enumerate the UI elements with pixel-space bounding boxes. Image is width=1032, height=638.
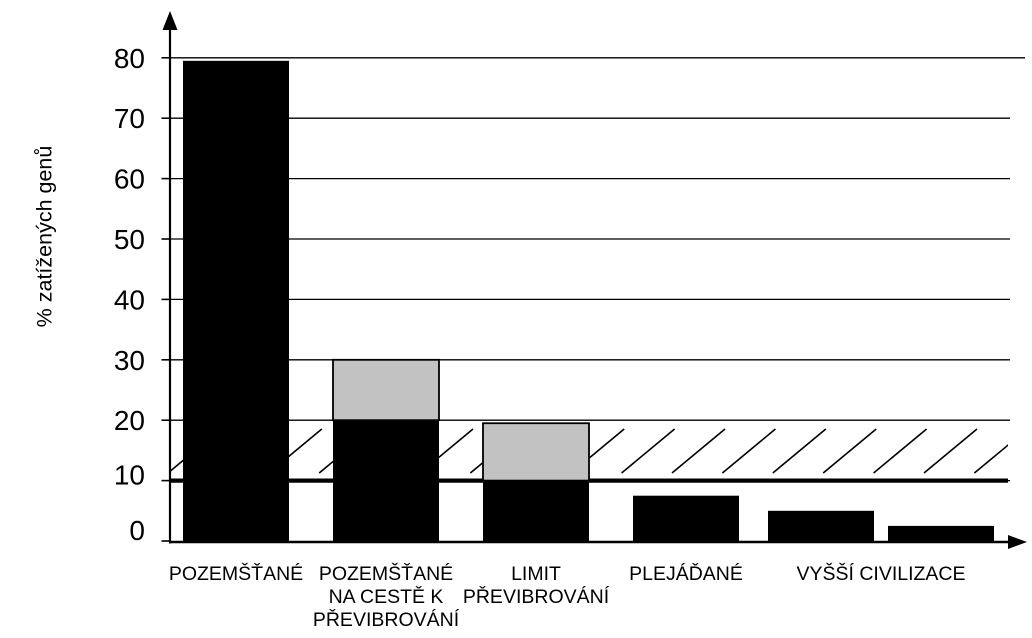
hatch-segment [671,428,726,474]
bar-base-segment [768,510,874,541]
hatch-segment [873,428,928,474]
hatch-segment [772,428,827,474]
y-tick-label: 20 [114,405,145,436]
bar-base-segment [183,60,289,541]
y-tick-label: 50 [114,224,145,255]
y-tick-label: 40 [114,284,145,315]
x-axis-arrowhead [1008,535,1027,549]
category-label: POZEMŠŤANÉ [169,562,303,585]
bar-top-segment [332,358,440,422]
bar-base-segment [333,420,439,541]
category-label: POZEMŠŤANÉ NA CESTĚ K PŘEVIBROVÁNÍ [313,562,460,631]
category-label: LIMIT PŘEVIBROVÁNÍ [463,563,610,608]
bar-base-segment [633,495,739,541]
y-tick-label: 80 [114,43,145,74]
bar-top-segment [482,422,590,482]
y-tick-label: 70 [114,103,145,134]
category-label: PLEJÁĎANÉ [629,562,743,585]
hatch-segment [973,444,1008,474]
hatch-segment [621,428,676,474]
y-tick-label: 60 [114,164,145,195]
bar-base-segment [888,525,994,541]
hatch-segment [721,428,776,474]
hatch-segment [822,428,877,474]
hatch-band [170,428,1008,474]
hatch-segment [923,428,978,474]
category-label: VYŠŠÍ CIVILIZACE [796,562,965,585]
bar-base-segment [483,480,589,541]
y-tick-label: 0 [129,515,145,546]
y-tick-label: 30 [114,345,145,376]
y-axis-arrowhead [162,11,178,30]
y-tick-label: 10 [114,460,145,491]
